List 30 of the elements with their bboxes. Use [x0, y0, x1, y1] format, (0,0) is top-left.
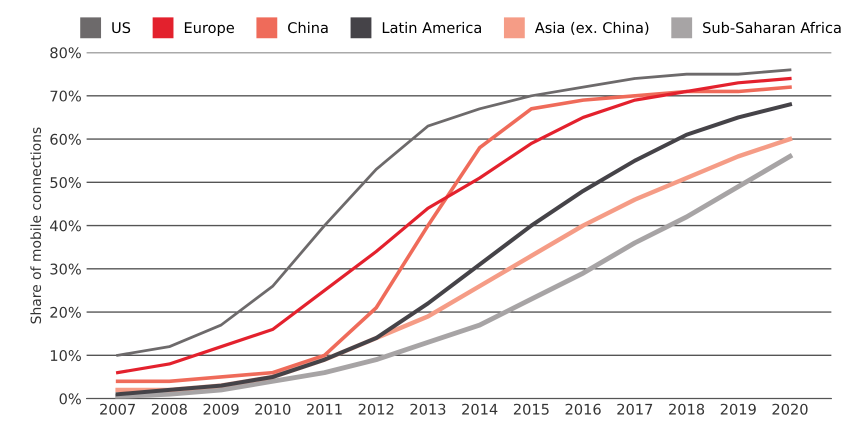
y-tick-label: 80% — [50, 47, 81, 58]
x-tick-label: 2011 — [307, 404, 342, 415]
x-tick-label: 2014 — [462, 404, 498, 415]
x-tick-label: 2020 — [772, 404, 808, 415]
x-tick-label: 2009 — [204, 404, 239, 415]
x-tick-label: 2015 — [514, 404, 549, 415]
y-axis-title: Share of mobile connections — [30, 127, 42, 324]
y-tick-label: 10% — [50, 350, 81, 362]
y-tick-label: 60% — [50, 134, 81, 145]
y-tick-label: 50% — [50, 177, 81, 188]
legend-label: Europe — [184, 22, 234, 36]
legend-label: Asia (ex. China) — [534, 22, 648, 35]
y-tick-label: 40% — [50, 220, 81, 232]
x-tick-label: 2012 — [358, 404, 394, 415]
x-tick-label: 2016 — [566, 404, 601, 415]
x-tick-label: 2010 — [255, 404, 290, 415]
y-tick-label: 20% — [50, 306, 81, 318]
legend-label: Latin America — [382, 22, 481, 34]
x-tick-label: 2013 — [410, 404, 446, 415]
x-tick-label: 2008 — [152, 404, 187, 415]
y-tick-label: 70% — [50, 90, 81, 102]
x-tick-label: 2007 — [100, 404, 135, 415]
x-tick-label: 2019 — [720, 404, 756, 415]
x-tick-label: 2018 — [669, 404, 704, 415]
x-tick-label: 2017 — [617, 404, 652, 415]
legend-label: US — [112, 22, 130, 34]
legend-label: Sub-Saharan Africa — [703, 22, 841, 34]
legend-label: China — [288, 22, 328, 34]
y-tick-label: 30% — [50, 264, 81, 275]
y-tick-label: 0% — [60, 393, 81, 404]
